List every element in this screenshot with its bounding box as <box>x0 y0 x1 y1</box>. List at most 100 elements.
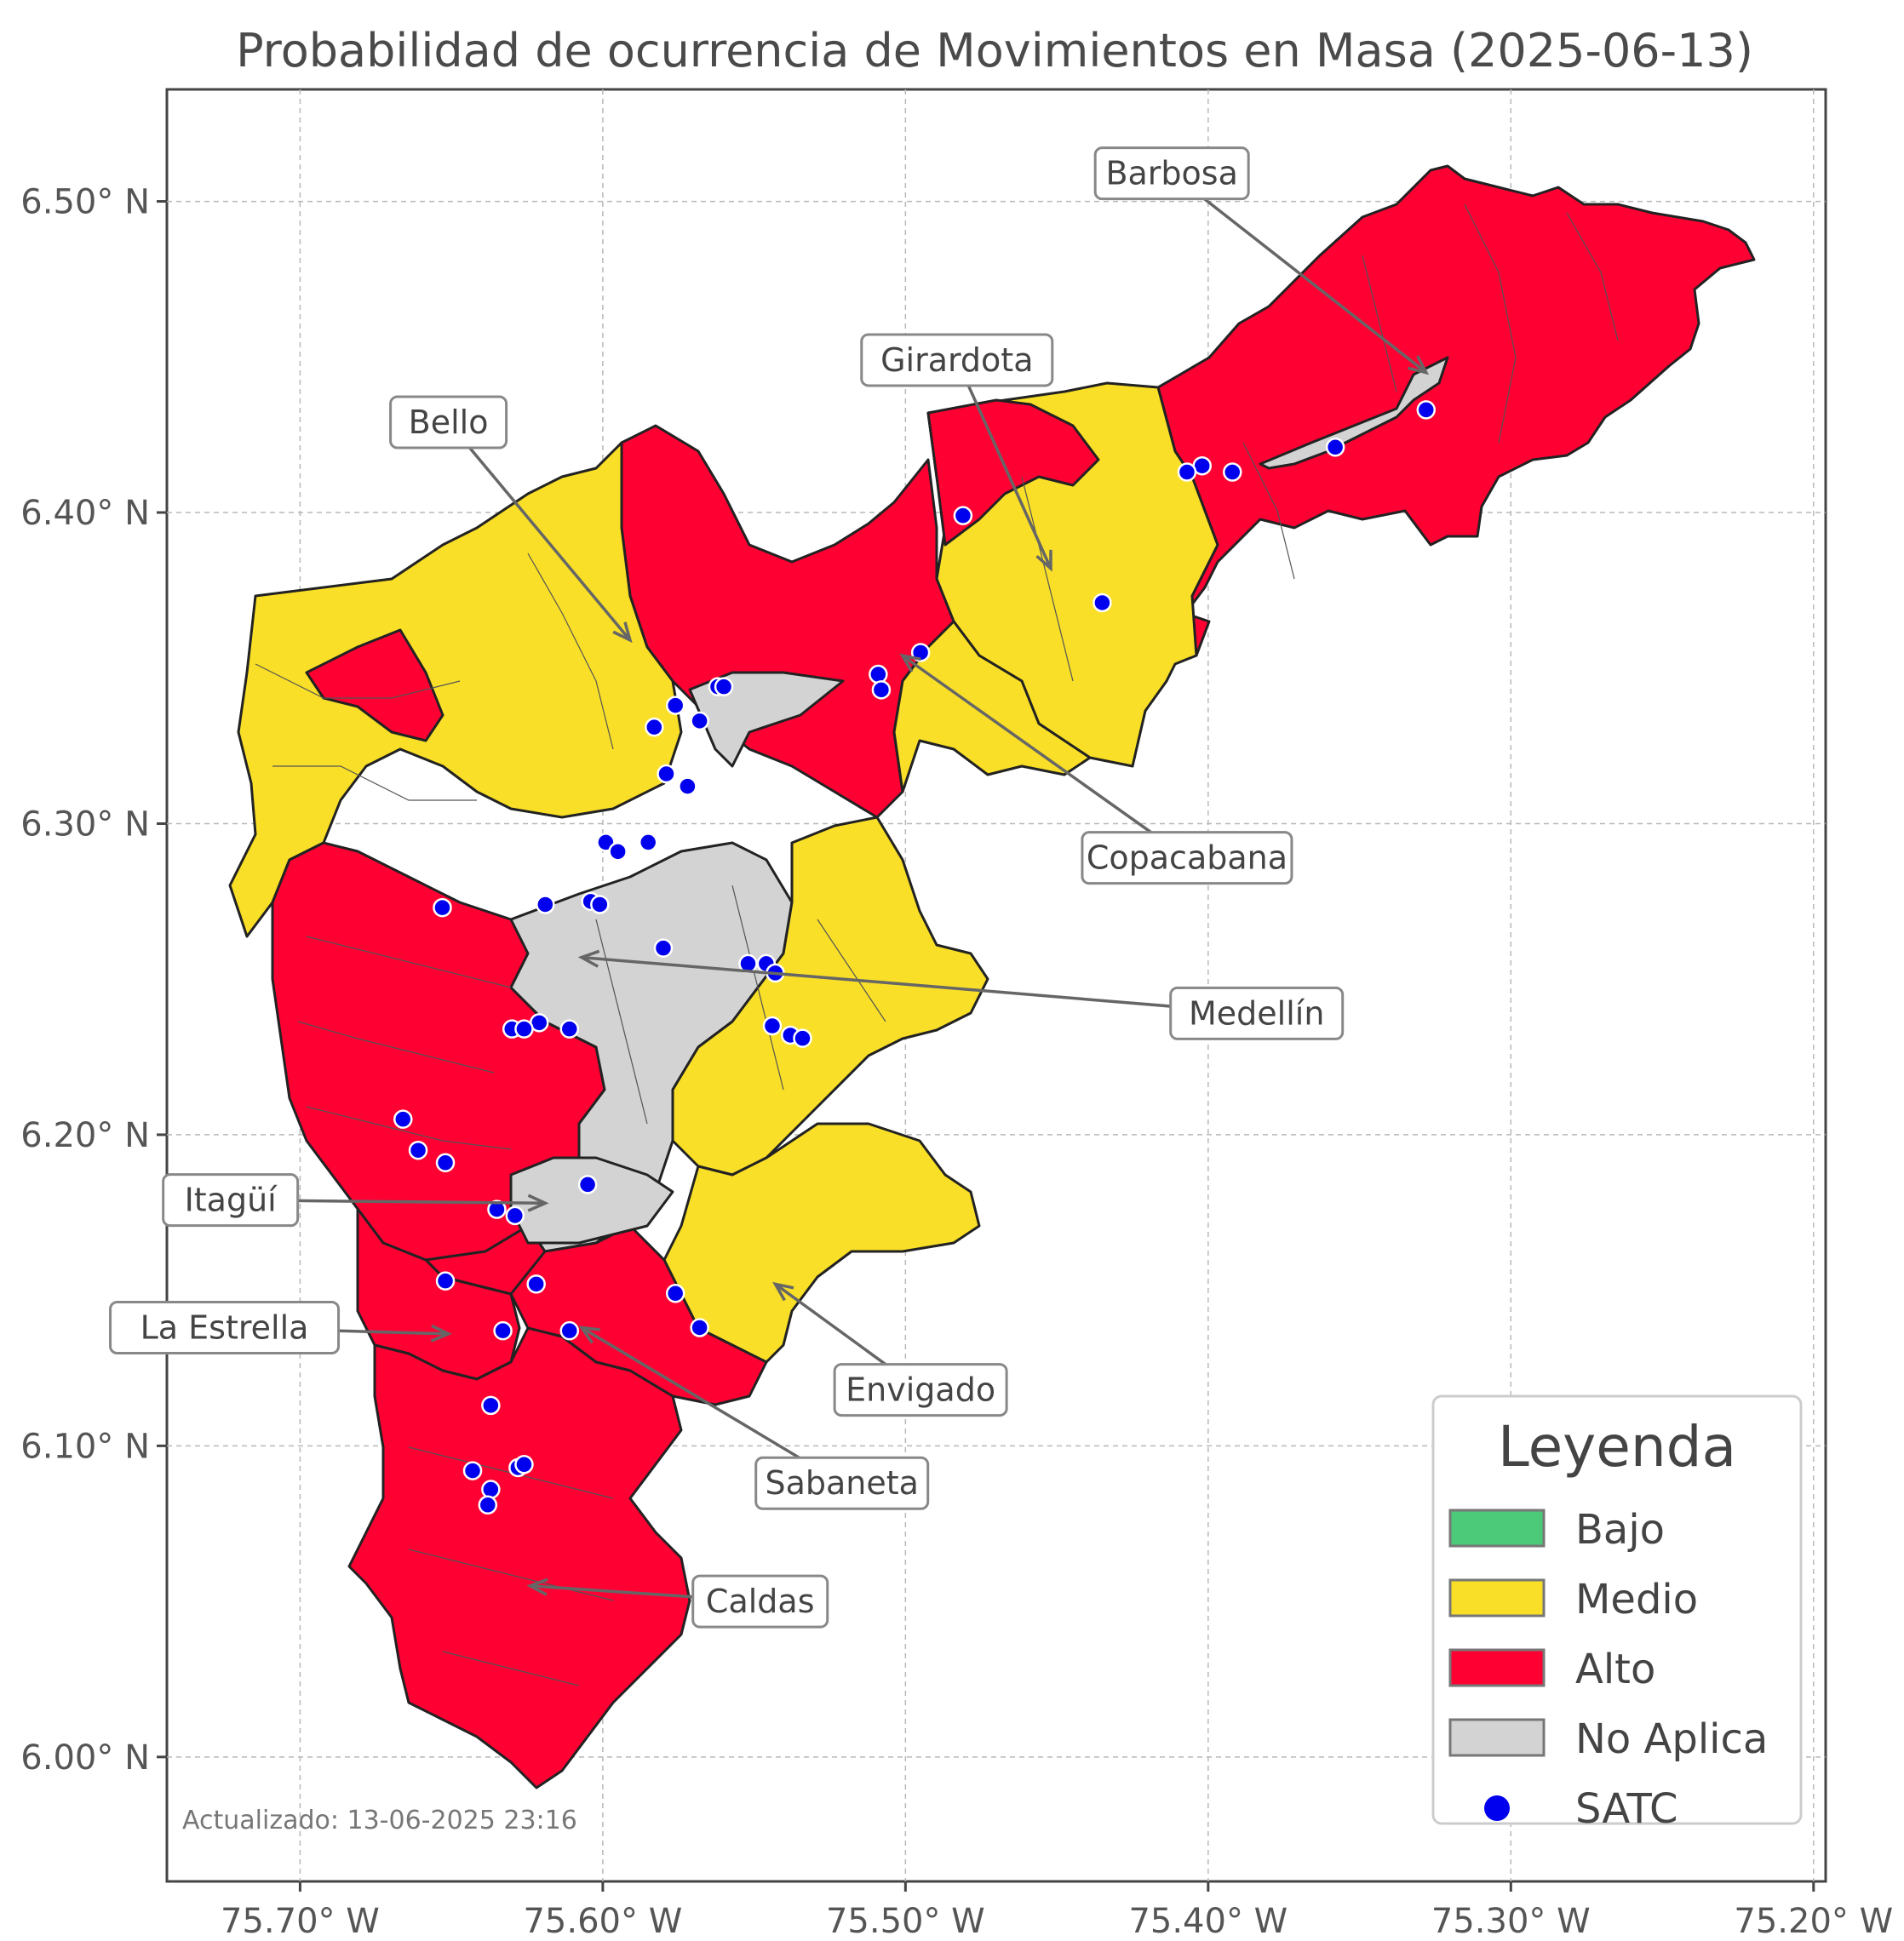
municipality-name: La Estrella <box>141 1308 309 1346</box>
x-tick-label: 75.30° W <box>1431 1902 1591 1941</box>
legend-label: Medio <box>1575 1576 1698 1623</box>
label-arrow <box>581 955 1257 1016</box>
municipality-name: Barbosa <box>1105 155 1237 192</box>
label-arrowhead <box>1035 549 1052 572</box>
municipality-name: Itagüí <box>185 1182 278 1219</box>
area-copacabana-medium <box>892 620 1092 793</box>
label-box <box>754 1456 930 1510</box>
satc-station-marker <box>1177 462 1197 482</box>
satc-station-marker <box>559 1019 580 1039</box>
municipality-name: Medellín <box>1189 994 1324 1032</box>
subdivision-lines <box>255 203 1619 1686</box>
satc-station-marker <box>590 895 610 914</box>
satc-station-marker <box>665 696 685 715</box>
municipality-label: Barbosa <box>1093 146 1250 201</box>
satc-station-marker <box>653 938 674 958</box>
legend-swatch <box>1448 1578 1546 1618</box>
y-tick-label: 6.00° N <box>20 1738 150 1778</box>
area-valley-barbosa <box>1259 356 1449 470</box>
municipality-label: Envigado <box>833 1363 1008 1417</box>
satc-station-marker <box>714 677 734 696</box>
y-tick-label: 6.50° N <box>20 183 150 222</box>
municipality-name: Copacabana <box>1087 839 1287 877</box>
satc-station-marker <box>665 1284 685 1303</box>
y-tick-label: 6.10° N <box>20 1427 150 1466</box>
legend-label: Bajo <box>1575 1506 1665 1554</box>
municipality-label: Bello <box>389 395 508 449</box>
label-arrowhead <box>612 621 633 644</box>
label-box <box>389 395 508 449</box>
legend-items: Bajo Medio Alto No Aplica SATC <box>1448 1506 1768 1833</box>
label-box <box>833 1363 1008 1417</box>
satc-station-marker <box>514 1455 534 1474</box>
label-box <box>1169 986 1345 1040</box>
municipality-name: Girardota <box>880 341 1033 379</box>
satc-station-marker <box>577 1175 598 1194</box>
label-arrowhead <box>899 653 921 673</box>
label-box <box>1093 146 1250 201</box>
x-tick-label: 75.60° W <box>523 1902 682 1941</box>
municipality-label: Copacabana <box>1081 831 1293 885</box>
label-arrowhead <box>430 1324 452 1343</box>
legend-label: No Aplica <box>1575 1715 1768 1763</box>
satc-station-marker <box>559 1320 580 1341</box>
label-box <box>162 1173 300 1228</box>
area-caldas <box>347 1326 691 1789</box>
satc-station-marker <box>657 764 676 784</box>
legend: Leyenda Bajo Medio Alto No Aplica SATC <box>1431 1394 1803 1833</box>
satc-station-marker <box>487 1200 507 1219</box>
label-arrowhead <box>527 1194 549 1212</box>
label-box <box>109 1300 341 1354</box>
municipality-name: Sabaneta <box>765 1464 918 1502</box>
x-tick-label: 75.20° W <box>1734 1902 1893 1941</box>
satc-station-marker <box>435 1271 456 1291</box>
satc-station-marker <box>435 1153 456 1173</box>
municipality-label: La Estrella <box>109 1300 341 1354</box>
satc-station-marker <box>793 1028 812 1048</box>
label-arrowhead <box>526 1577 548 1596</box>
legend-swatch <box>1448 1509 1546 1548</box>
y-tick-label: 6.40° N <box>20 494 150 533</box>
satc-station-marker <box>762 1016 783 1036</box>
legend-swatch <box>1448 1718 1546 1757</box>
area-bello-high <box>305 628 444 742</box>
legend-point <box>1484 1795 1510 1821</box>
label-box <box>1081 831 1293 885</box>
y-tick-label: 6.30° N <box>20 804 150 844</box>
label-arrowhead <box>772 1281 794 1302</box>
satc-station-marker <box>871 680 892 700</box>
satc-station-marker <box>478 1495 498 1515</box>
satc-station-marker <box>505 1205 525 1226</box>
satc-station-marker <box>408 1140 428 1160</box>
municipality-label: Girardota <box>860 333 1054 387</box>
satc-station-marker <box>514 1019 534 1039</box>
map-title: Probabilidad de ocurrencia de Movimiento… <box>236 24 1753 77</box>
legend-box <box>1431 1394 1803 1825</box>
municipality-label: Caldas <box>691 1574 829 1629</box>
municipality-label: Itagüí <box>162 1173 300 1228</box>
satc-station-marker <box>678 776 697 796</box>
label-arrow <box>1171 172 1427 374</box>
satc-station-marker <box>481 1480 501 1499</box>
x-tick-label: 75.50° W <box>826 1902 985 1941</box>
label-arrow <box>447 421 632 641</box>
area-valley-south <box>509 1156 674 1245</box>
satc-station-marker <box>690 1318 709 1337</box>
label-arrowhead <box>1408 355 1430 375</box>
area-medellin-east <box>671 816 989 1177</box>
x-tick-label: 75.70° W <box>221 1902 380 1941</box>
label-box <box>860 333 1054 387</box>
municipality-label: Medellín <box>1169 986 1345 1040</box>
satc-station-marker <box>953 506 973 525</box>
satc-station-marker <box>393 1109 413 1129</box>
satc-station-marker <box>536 895 555 914</box>
satc-station-marker <box>526 1274 546 1294</box>
municipality-name: Caldas <box>706 1583 815 1620</box>
satc-station-marker <box>433 897 452 918</box>
area-girardota-high <box>926 398 1100 547</box>
satc-station-marker <box>608 842 628 862</box>
satc-station-marker <box>1093 593 1112 613</box>
satc-station-marker <box>690 711 709 731</box>
label-box <box>691 1574 829 1629</box>
